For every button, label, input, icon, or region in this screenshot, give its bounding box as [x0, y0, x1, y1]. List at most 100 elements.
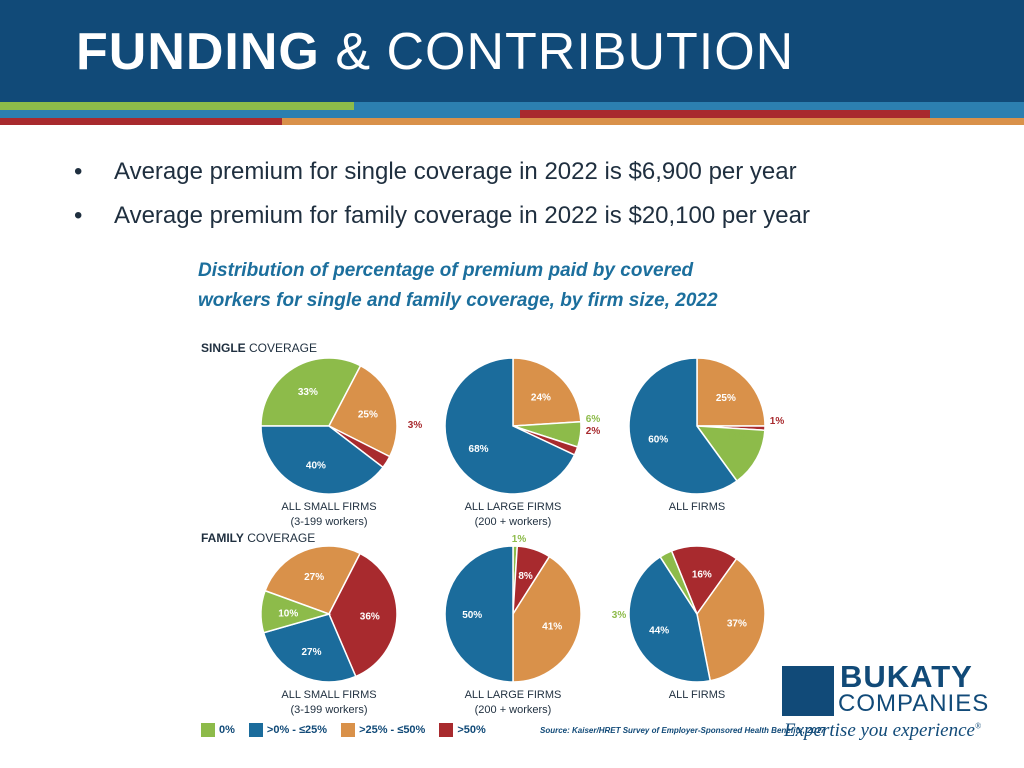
legend-label-over-50: >50% — [457, 724, 486, 736]
pie-slice-zero — [695, 425, 766, 483]
pie-chart-4: 27% 36% 27% 10% ALL SMALL FIRMS (3-199 worker… — [260, 545, 398, 716]
bukaty-tagline-text: Expertise you experience — [784, 720, 975, 741]
pie-label-zero: 6% — [586, 414, 601, 425]
pie-label-zero: 10% — [278, 609, 298, 620]
pie-slice-zero — [512, 420, 582, 448]
pie-chart-1: 33% 25% 3% 40% ALL SMALL FIRMS (3-199 workers… — [260, 357, 423, 528]
title-banner: FUNDING & CONTRIBUTION — [0, 0, 1024, 102]
slide-title-bold: FUNDING — [76, 23, 320, 81]
pie-label-zero: 14% — [727, 432, 747, 443]
legend-item-25-to-50: >25% - ≤50% — [341, 723, 425, 737]
pie-slice-zero — [260, 589, 332, 634]
pie-chart-subtitle: (200 + workers) — [475, 704, 552, 716]
accent-stripe-blue-2 — [0, 110, 520, 118]
bullet-family-premium: Average premium for family coverage in 2… — [70, 194, 810, 238]
pie-slice-25-to-50 — [327, 364, 398, 458]
pie-label-25-to-50: 25% — [716, 393, 736, 404]
pie-chart-title: ALL FIRMS — [669, 689, 725, 701]
legend-swatch-zero — [201, 723, 215, 737]
pie-chart-title: ALL SMALL FIRMS — [281, 501, 376, 513]
accent-stripe-blue-3 — [930, 110, 1024, 118]
pie-slice-over-50 — [328, 425, 391, 469]
legend-label-zero: 0% — [219, 724, 235, 736]
pie-chart-title: ALL FIRMS — [669, 501, 725, 513]
pie-label-25-to-50: 41% — [542, 621, 562, 632]
pie-slice-25-to-50 — [696, 557, 766, 682]
pie-label-up-to-25: 60% — [648, 435, 668, 446]
pie-slice-over-50 — [696, 425, 766, 432]
pie-slice-zero — [659, 549, 698, 615]
accent-stripe-red — [520, 110, 930, 118]
legend-label-25-to-50: >25% - ≤50% — [359, 724, 426, 736]
pie-slice-zero — [260, 357, 362, 427]
pie-label-over-50: 8% — [518, 571, 533, 582]
pie-chart-5: 1% 8% 41% 50% ALL LARGE FIRMS (200 + workers) — [444, 534, 582, 716]
pie-label-over-50: 3% — [408, 420, 423, 431]
bukaty-trademark: ® — [974, 721, 982, 731]
legend-swatch-25-to-50 — [341, 723, 356, 737]
bukaty-logo-name: BUKATY — [840, 659, 973, 694]
pie-label-up-to-25: 44% — [649, 625, 669, 636]
pie-slice-25-to-50 — [512, 555, 582, 683]
pie-slice-up-to-25 — [260, 425, 385, 495]
pie-chart-title: ALL LARGE FIRMS — [465, 689, 562, 701]
legend-item-up-to-25: >0% - ≤25% — [248, 723, 328, 737]
pie-label-up-to-25: 68% — [469, 444, 489, 455]
pie-chart-title: ALL LARGE FIRMS — [465, 501, 562, 513]
legend-item-zero: 0% — [201, 723, 235, 737]
bukaty-logo-mark — [782, 666, 834, 716]
pie-slice-25-to-50 — [512, 357, 582, 427]
legend-swatch-over-50 — [439, 723, 454, 737]
pie-label-25-to-50: 37% — [727, 619, 747, 630]
pie-label-over-50: 36% — [360, 611, 380, 622]
slide-title-rest: & CONTRIBUTION — [319, 23, 795, 81]
pie-slice-over-50 — [512, 545, 551, 615]
legend-item-over-50: >50% — [439, 723, 486, 737]
accent-stripe-gold — [674, 102, 1024, 110]
pie-chart-subtitle: (200 + workers) — [475, 516, 552, 528]
pie-label-up-to-25: 40% — [306, 461, 326, 472]
pie-chart-3: 25% 1% 14% 60% ALL FIRMS — [628, 357, 785, 513]
bullet-list: Average premium for single coverage in 2… — [70, 150, 810, 238]
pie-label-over-50: 16% — [692, 569, 712, 580]
pie-slice-25-to-50 — [264, 545, 362, 615]
chart-subtitle-line2: workers for single and family coverage, … — [198, 290, 718, 311]
accent-stripe-orange — [282, 118, 1024, 125]
pie-label-zero: 3% — [612, 610, 627, 621]
pie-chart-subtitle: (3-199 workers) — [290, 704, 367, 716]
family-coverage-label: FAMILY COVERAGE — [201, 531, 315, 545]
bukaty-logo-tagline: Expertise you experience® — [784, 720, 981, 742]
single-coverage-bold: SINGLE — [201, 341, 246, 355]
pie-slice-over-50 — [512, 425, 579, 456]
pie-slice-25-to-50 — [696, 357, 766, 427]
pie-slice-up-to-25 — [444, 545, 514, 683]
pie-label-25-to-50: 24% — [531, 392, 551, 403]
source-citation: Source: Kaiser/HRET Survey of Employer-S… — [540, 726, 825, 735]
single-coverage-label: SINGLE COVERAGE — [201, 341, 317, 355]
accent-stripe-green — [0, 102, 354, 110]
pie-label-25-to-50: 27% — [304, 572, 324, 583]
chart-legend: 0% >0% - ≤25% >25% - ≤50% >50% — [201, 723, 500, 737]
single-coverage-rest: COVERAGE — [245, 341, 318, 355]
family-coverage-rest: COVERAGE — [243, 531, 316, 545]
pie-label-over-50: 2% — [586, 426, 601, 437]
accent-stripe-red-2 — [0, 118, 282, 125]
pie-slice-up-to-25 — [444, 357, 576, 495]
pie-chart-2: 24% 6%2% 68% ALL LARGE FIRMS (200 + workers) — [444, 357, 601, 528]
pie-slice-up-to-25 — [628, 555, 712, 683]
pie-label-over-50: 1% — [770, 416, 785, 427]
pie-label-zero: 33% — [298, 387, 318, 398]
pie-label-25-to-50: 25% — [358, 410, 378, 421]
legend-swatch-up-to-25 — [248, 723, 263, 737]
legend-label-up-to-25: >0% - ≤25% — [266, 724, 328, 736]
chart-subtitle: Distribution of percentage of premium pa… — [198, 256, 838, 316]
chart-subtitle-line1: Distribution of percentage of premium pa… — [198, 260, 694, 281]
pie-chart-6: 16% 37% 44% 3% ALL FIRMS — [612, 545, 766, 701]
slide-title: FUNDING & CONTRIBUTION — [76, 22, 794, 82]
pie-slice-zero — [512, 545, 519, 615]
pie-chart-title: ALL SMALL FIRMS — [281, 689, 376, 701]
pie-slice-over-50 — [328, 552, 398, 678]
family-coverage-bold: FAMILY — [201, 531, 244, 545]
pie-label-up-to-25: 50% — [462, 610, 482, 621]
pie-label-up-to-25: 27% — [301, 647, 321, 658]
